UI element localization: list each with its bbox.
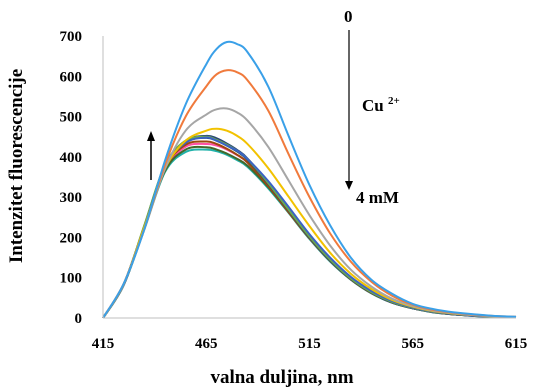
series-line	[102, 127, 517, 319]
x-tick-labels: 415 465 515 565 615	[92, 336, 528, 352]
annotation-ion-charge: 2+	[388, 95, 400, 107]
series-line	[102, 107, 517, 319]
y-tick-label: 300	[60, 190, 83, 206]
y-tick-label: 0	[75, 311, 83, 327]
up-arrow-icon	[147, 131, 155, 180]
series-line	[102, 40, 517, 319]
y-tick-label: 600	[60, 69, 83, 85]
x-tick-label: 465	[195, 336, 218, 352]
annotation-ion-symbol: Cu	[362, 96, 384, 115]
x-tick-label: 515	[298, 336, 321, 352]
x-tick-label: 415	[92, 336, 115, 352]
annotation-end: 4 mM	[356, 188, 399, 207]
series-line	[102, 69, 517, 319]
y-axis-title: Intenzitet fluorescencije	[6, 69, 27, 263]
y-tick-label: 200	[60, 230, 83, 246]
y-tick-label: 500	[60, 110, 83, 126]
y-tick-label: 700	[60, 29, 83, 45]
y-tick-label: 400	[60, 150, 83, 166]
series-line	[102, 145, 517, 319]
annotation-start: 0	[344, 7, 353, 26]
plot-lines	[102, 40, 517, 319]
y-tick-label: 100	[60, 271, 83, 287]
x-tick-label: 565	[402, 336, 425, 352]
x-axis-title: valna duljina, nm	[210, 367, 353, 387]
down-arrow-icon	[345, 30, 353, 190]
annotation-ion: Cu 2+	[362, 95, 400, 115]
y-tick-labels: 0 100 200 300 400 500 600 700	[60, 29, 83, 327]
x-tick-label: 615	[505, 336, 528, 352]
